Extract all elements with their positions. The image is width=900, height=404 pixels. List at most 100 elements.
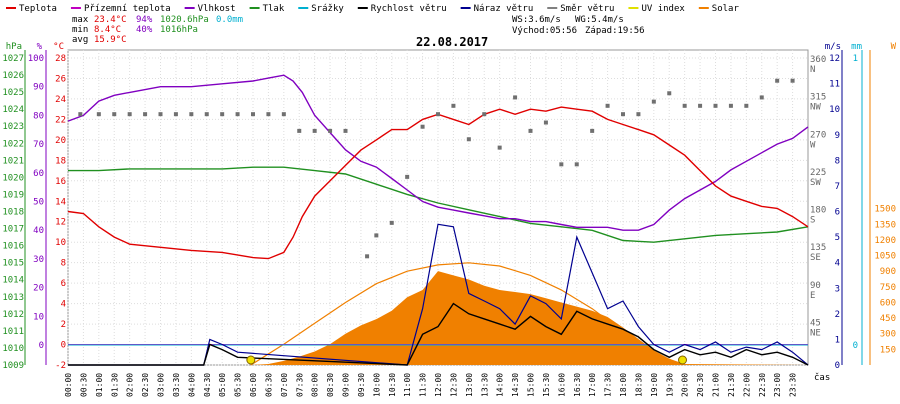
- legend-label: Srážky: [311, 4, 344, 14]
- temp-tick: 20: [55, 136, 66, 146]
- ms-tick: 8: [835, 156, 840, 166]
- x-tick: 08:00: [311, 373, 320, 397]
- dir-tick-label: E: [810, 291, 815, 301]
- wind-direction-point: [297, 128, 302, 133]
- mm-tick: 0: [853, 341, 858, 351]
- hum-tick: 50: [33, 198, 44, 208]
- wind-direction-point: [204, 112, 209, 117]
- wind-direction-point: [251, 112, 255, 117]
- x-tick: 03:30: [172, 373, 181, 397]
- solar-theoretical-line: [250, 262, 683, 366]
- w-unit: W: [891, 42, 897, 52]
- temp-tick: 0: [61, 341, 66, 351]
- axes: hPa% °C1027102610251024102310221021102010…: [2, 42, 896, 397]
- wind-direction-point: [590, 128, 595, 133]
- wind-wg: WG:5.4m/s: [575, 15, 624, 25]
- x-tick: 12:30: [449, 373, 458, 397]
- dir-tick-label: N: [810, 65, 815, 75]
- wind-direction-point: [374, 233, 379, 238]
- x-tick: 20:00: [681, 373, 690, 397]
- wind-direction-point: [775, 78, 780, 83]
- stat-avg-label: avg: [72, 35, 88, 45]
- stat-max-rain: 0.0mm: [216, 15, 243, 25]
- wind-direction-point: [651, 99, 656, 104]
- ms-tick: 4: [835, 259, 840, 269]
- x-tick: 16:00: [557, 373, 566, 397]
- ms-unit: m/s: [825, 42, 841, 52]
- hpa-tick: 1021: [2, 156, 24, 166]
- stat-avg-temp: 15.9°C: [94, 35, 127, 45]
- wind-direction-point: [235, 112, 240, 117]
- wind-direction-point: [621, 112, 625, 117]
- stat-max-label: max: [72, 15, 89, 25]
- wind-direction-point: [405, 174, 410, 179]
- wind-direction-point: [513, 95, 518, 100]
- chart-title: 22.08.2017: [416, 35, 488, 49]
- legend-label: UV index: [641, 4, 685, 14]
- hpa-tick: 1013: [2, 293, 24, 303]
- x-tick: 18:00: [619, 373, 628, 397]
- stat-max-temp: 23.4°C: [94, 15, 127, 25]
- ms-tick: 1: [835, 335, 840, 345]
- x-tick: 04:00: [187, 373, 196, 397]
- wind-direction-point: [436, 112, 440, 117]
- stat-min-label: min: [72, 25, 88, 35]
- temp-tick: 18: [55, 156, 66, 166]
- hpa-tick: 1011: [2, 327, 24, 337]
- x-tick: 00:00: [64, 373, 73, 397]
- dir-tick: 90: [810, 281, 821, 291]
- legend-label: Rychlost větru: [371, 4, 447, 14]
- dir-tick: 270: [810, 130, 826, 140]
- x-tick: 14:00: [496, 373, 505, 397]
- x-tick: 22:30: [758, 373, 767, 397]
- dir-tick-label: NW: [810, 103, 821, 113]
- legend-label: Teplota: [19, 4, 57, 14]
- wind-direction-point: [127, 112, 132, 117]
- wind-direction-point: [220, 112, 225, 117]
- x-tick: 09:00: [342, 373, 351, 397]
- hpa-unit: hPa: [6, 42, 22, 52]
- x-tick: 04:30: [203, 373, 212, 397]
- wind-ws: WS:3.6m/s: [512, 15, 561, 25]
- ms-tick: 3: [835, 284, 840, 294]
- wind-direction-point: [497, 145, 502, 150]
- wind-direction-point: [451, 103, 456, 108]
- hum-tick: 30: [33, 255, 44, 265]
- x-tick: 17:30: [604, 373, 613, 397]
- hum-tick: 90: [33, 83, 44, 93]
- wind-direction-point: [281, 112, 286, 117]
- x-tick: 00:30: [79, 373, 88, 397]
- hum-tick: 10: [33, 312, 44, 322]
- wind-direction-point: [744, 103, 749, 108]
- wind-direction-point: [143, 112, 148, 117]
- wind-direction-point: [574, 162, 579, 167]
- wind-direction-point: [528, 128, 533, 133]
- w-tick: 300: [880, 330, 896, 340]
- dir-tick: 225: [810, 168, 826, 178]
- w-tick: 1350: [874, 220, 896, 230]
- wind-direction-point: [482, 112, 487, 117]
- hpa-tick: 1025: [2, 88, 24, 98]
- x-tick: 01:30: [110, 373, 119, 397]
- legend-label: Tlak: [263, 4, 285, 14]
- hum-tick: 20: [33, 284, 44, 294]
- wind-direction-point: [420, 124, 425, 129]
- wind-direction-point: [713, 103, 718, 108]
- wind-direction-point: [343, 128, 348, 133]
- hpa-tick: 1009: [2, 361, 24, 371]
- dir-tick: 45: [810, 318, 821, 328]
- wind-direction-point: [559, 162, 564, 167]
- wind-direction-point: [173, 112, 178, 117]
- temperature-line: [67, 106, 809, 260]
- wind-direction-point: [312, 128, 317, 133]
- hum-unit: %: [37, 42, 43, 52]
- x-tick: 15:30: [542, 373, 551, 397]
- w-tick: 150: [880, 345, 896, 355]
- wind-direction-point: [266, 112, 271, 117]
- x-tick: 10:00: [372, 373, 381, 397]
- ms-tick: 5: [835, 233, 840, 243]
- hpa-tick: 1016: [2, 242, 24, 252]
- wind-direction-point: [158, 112, 163, 117]
- x-tick: 22:00: [742, 373, 751, 397]
